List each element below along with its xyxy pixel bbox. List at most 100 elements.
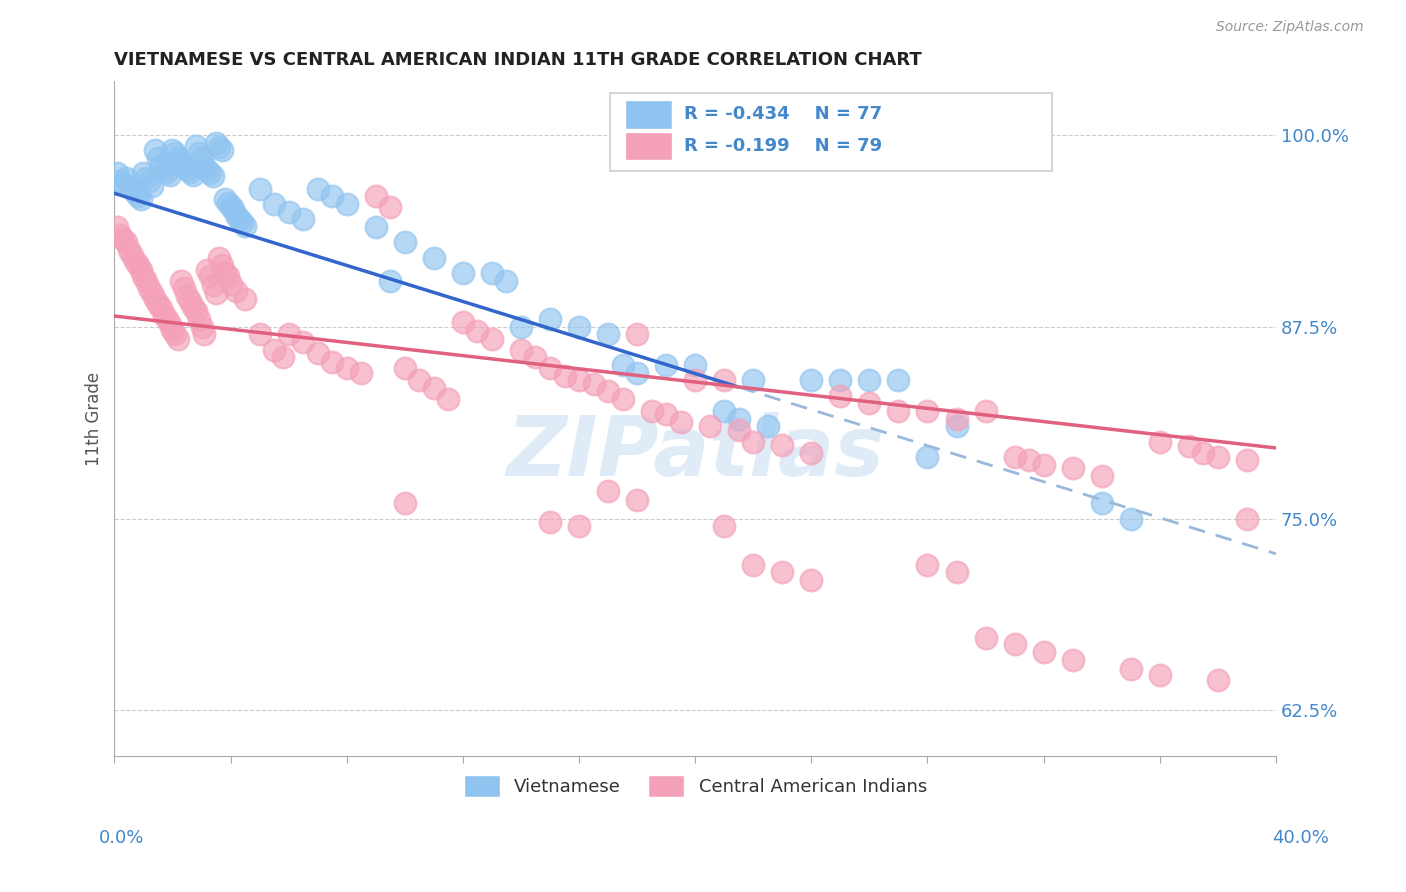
Point: [1206, 450, 1229, 465]
Point: [233, 292, 256, 306]
Point: [626, 366, 648, 380]
Point: [190, 319, 212, 334]
Point: [112, 232, 135, 246]
Text: R = -0.434    N = 77: R = -0.434 N = 77: [683, 105, 882, 123]
Point: [917, 404, 939, 418]
Point: [1004, 637, 1026, 651]
Point: [945, 565, 967, 579]
Text: 0.0%: 0.0%: [98, 829, 143, 847]
Point: [231, 215, 253, 229]
Point: [321, 355, 343, 369]
Point: [129, 193, 152, 207]
Point: [1091, 468, 1114, 483]
Point: [713, 374, 735, 388]
Point: [200, 166, 222, 180]
Point: [127, 189, 149, 203]
Point: [510, 343, 533, 357]
Point: [394, 361, 416, 376]
Point: [640, 404, 662, 418]
Point: [612, 392, 634, 406]
Point: [568, 319, 591, 334]
Point: [211, 259, 233, 273]
Point: [138, 174, 160, 188]
Point: [1032, 645, 1054, 659]
Point: [683, 374, 706, 388]
Point: [974, 404, 997, 418]
Point: [510, 319, 533, 334]
Point: [162, 323, 184, 337]
Point: [143, 292, 166, 306]
Point: [1178, 439, 1201, 453]
Point: [165, 146, 187, 161]
Point: [159, 168, 181, 182]
Point: [149, 159, 172, 173]
Point: [364, 220, 387, 235]
Point: [112, 177, 135, 191]
Point: [217, 269, 239, 284]
Point: [336, 361, 359, 376]
Point: [219, 198, 242, 212]
Point: [830, 374, 852, 388]
Point: [1119, 662, 1142, 676]
Point: [208, 251, 231, 265]
Point: [187, 312, 209, 326]
Point: [655, 358, 678, 372]
Point: [1119, 511, 1142, 525]
Y-axis label: 11th Grade: 11th Grade: [86, 372, 103, 466]
Point: [307, 346, 329, 360]
Point: [1091, 496, 1114, 510]
Point: [713, 404, 735, 418]
Point: [156, 165, 179, 179]
Point: [228, 212, 250, 227]
Point: [225, 285, 247, 299]
Point: [124, 185, 146, 199]
FancyBboxPatch shape: [626, 100, 672, 128]
Point: [121, 248, 143, 262]
Point: [669, 415, 692, 429]
Point: [380, 200, 402, 214]
Point: [727, 412, 749, 426]
Point: [132, 166, 155, 180]
Point: [770, 565, 793, 579]
Point: [135, 274, 157, 288]
Point: [596, 327, 619, 342]
Point: [800, 573, 823, 587]
Point: [217, 195, 239, 210]
Point: [184, 304, 207, 318]
Point: [596, 384, 619, 399]
Point: [1062, 461, 1084, 475]
Point: [800, 374, 823, 388]
Point: [202, 278, 225, 293]
Point: [165, 327, 187, 342]
Point: [568, 374, 591, 388]
Point: [200, 269, 222, 284]
Point: [321, 189, 343, 203]
Point: [170, 274, 193, 288]
Point: [742, 374, 765, 388]
Point: [887, 374, 910, 388]
Point: [263, 197, 285, 211]
Point: [110, 174, 132, 188]
Point: [1206, 673, 1229, 687]
Point: [271, 351, 294, 365]
Point: [195, 163, 218, 178]
Point: [830, 389, 852, 403]
Point: [184, 138, 207, 153]
FancyBboxPatch shape: [610, 94, 1052, 171]
Point: [423, 251, 446, 265]
Point: [190, 151, 212, 165]
Point: [132, 269, 155, 284]
Point: [187, 146, 209, 161]
Point: [181, 168, 204, 182]
Point: [115, 235, 138, 250]
FancyBboxPatch shape: [626, 132, 672, 161]
Point: [152, 161, 174, 176]
Text: 40.0%: 40.0%: [1272, 829, 1329, 847]
Point: [538, 312, 561, 326]
Point: [858, 374, 880, 388]
Point: [167, 151, 190, 165]
Point: [208, 140, 231, 154]
Text: Source: ZipAtlas.com: Source: ZipAtlas.com: [1216, 21, 1364, 34]
Point: [115, 171, 138, 186]
Point: [105, 220, 128, 235]
